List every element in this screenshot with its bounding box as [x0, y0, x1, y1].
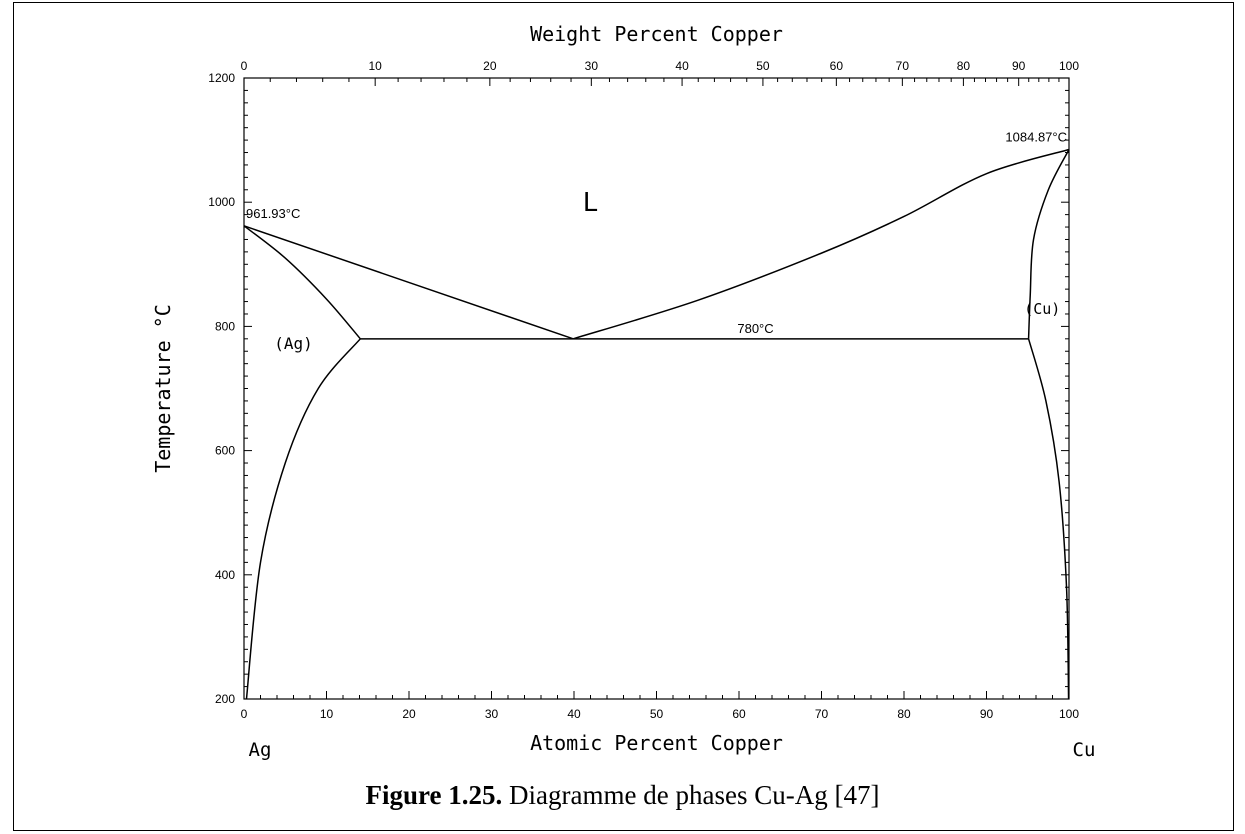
x-tick-label: 40	[567, 707, 581, 721]
x-tick-label: 0	[241, 707, 248, 721]
y-tick-label: 1000	[208, 195, 235, 209]
label-ag-phase: (Ag)	[274, 334, 313, 353]
x-tick-label: 20	[402, 707, 416, 721]
top-tick-label: 90	[1012, 59, 1026, 73]
y-tick-label: 200	[215, 692, 235, 706]
plot-area	[243, 77, 1070, 700]
top-tick-label: 20	[483, 59, 497, 73]
top-tick-label: 80	[957, 59, 971, 73]
annotation-ag-melting: 961.93°C	[246, 206, 300, 221]
phase-boundary-line	[243, 225, 574, 340]
y-tick-label: 800	[215, 319, 235, 333]
caption-text: Diagramme de phases Cu-Ag [47]	[502, 780, 880, 810]
x-tick-label: 70	[815, 707, 829, 721]
phase-boundary-line	[1027, 338, 1070, 700]
x-tick-label: 90	[980, 707, 994, 721]
x-tick-label: 30	[485, 707, 499, 721]
y-tick-label: 600	[215, 444, 235, 458]
x-tick-label: 80	[897, 707, 911, 721]
top-tick-label: 60	[830, 59, 844, 73]
top-tick-label: 100	[1059, 59, 1079, 73]
figure-caption: Figure 1.25. Diagramme de phases Cu-Ag […	[0, 780, 1245, 811]
y-tick-label: 400	[215, 568, 235, 582]
figure-frame	[13, 2, 1234, 831]
x-tick-label: 10	[320, 707, 334, 721]
top-tick-label: 40	[675, 59, 689, 73]
phase-boundary-line	[243, 225, 361, 340]
phase-boundary-line	[572, 148, 1070, 340]
annotation-eutectic: 780°C	[737, 321, 773, 336]
label-liquid: L	[583, 188, 599, 218]
phase-boundary-line	[1027, 149, 1070, 339]
x-tick-label: 60	[732, 707, 746, 721]
label-cu-phase: (Cu)	[1024, 300, 1060, 318]
x-tick-label: 100	[1059, 707, 1079, 721]
top-tick-label: 0	[241, 59, 248, 73]
top-axis-title: Weight Percent Copper	[530, 22, 783, 46]
top-tick-label: 50	[756, 59, 770, 73]
x-tick-label: 50	[650, 707, 664, 721]
y-tick-label: 1200	[208, 71, 235, 85]
y-axis-title: Temperature °C	[151, 304, 175, 473]
x-axis-title: Atomic Percent Copper	[530, 731, 783, 755]
phase-boundary-line	[245, 338, 361, 700]
caption-label: Figure 1.25.	[365, 780, 503, 810]
annotation-cu-melting: 1084.87°C	[1005, 129, 1067, 144]
top-tick-label: 70	[896, 59, 910, 73]
end-label-cu: Cu	[1073, 739, 1096, 761]
top-tick-label: 30	[585, 59, 599, 73]
top-tick-label: 10	[368, 59, 382, 73]
end-label-ag: Ag	[249, 739, 272, 761]
